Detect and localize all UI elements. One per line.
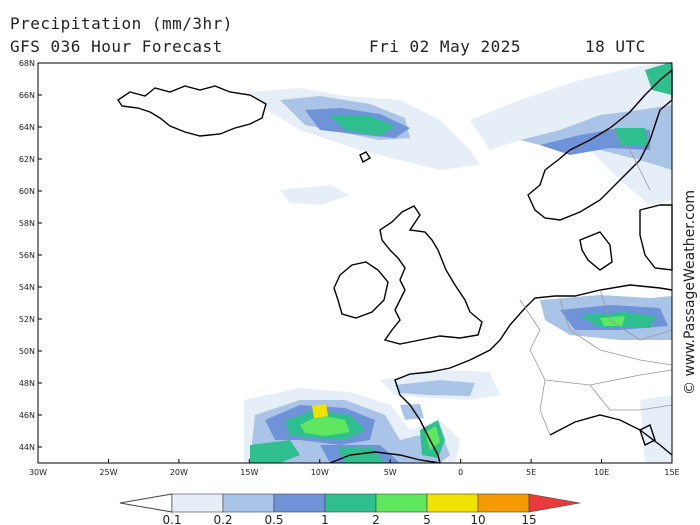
map-frame <box>37 62 673 464</box>
lon-tick-label: 15W <box>240 468 258 477</box>
lon-tick-label: 5E <box>526 468 536 477</box>
precip-area <box>330 116 395 136</box>
legend-swatch <box>324 493 377 513</box>
legend-label: 0.1 <box>162 513 181 525</box>
precip-area <box>645 62 672 95</box>
legend-swatch <box>273 493 326 513</box>
spain-north-coast <box>329 451 441 464</box>
precip-area <box>250 440 300 463</box>
precip-area <box>280 185 350 205</box>
border-line <box>519 299 551 436</box>
precip-layer <box>244 62 672 463</box>
border-line <box>559 299 673 366</box>
lat-tick-label: 60N <box>19 187 35 196</box>
ireland-coast <box>333 261 389 319</box>
legend-label: 5 <box>423 513 431 525</box>
med-coast <box>549 414 673 456</box>
lat-tick-label: 68N <box>19 59 35 68</box>
precip-legend: 0.1 0.2 0.5 1 2 5 10 15 <box>119 493 581 525</box>
legend-low-arrow <box>119 493 173 513</box>
legend-label: 15 <box>521 513 536 525</box>
lat-tick-label: 52N <box>19 315 35 324</box>
legend-swatch <box>222 493 275 513</box>
lat-tick-label: 50N <box>19 347 35 356</box>
legend-swatch <box>528 493 581 513</box>
legend-swatch <box>171 493 224 513</box>
border-line <box>544 369 673 386</box>
precip-area <box>300 415 350 436</box>
precip-area <box>600 316 625 326</box>
lon-tick-label: 5W <box>384 468 397 477</box>
legend-swatch <box>375 493 428 513</box>
sweden-coast <box>639 204 673 271</box>
lat-tick-label: 46N <box>19 411 35 420</box>
border-line <box>599 289 673 341</box>
lon-tick-label: 0 <box>458 468 463 477</box>
forecast-subtitle: GFS 036 Hour Forecast <box>10 37 223 56</box>
precip-area <box>425 426 440 450</box>
precip-area <box>395 380 475 396</box>
precip-area <box>615 128 648 145</box>
iceland-coast <box>117 85 267 137</box>
legend-label: 0.5 <box>264 513 283 525</box>
legend-swatch <box>477 493 530 513</box>
faroe-coast <box>359 151 371 163</box>
lat-tick-label: 54N <box>19 283 35 292</box>
lat-tick-label: 48N <box>19 379 35 388</box>
france-west-coast <box>394 339 501 464</box>
legend-swatch <box>426 493 479 513</box>
map-title: Precipitation (mm/3hr) <box>10 14 233 33</box>
denmark-coast <box>579 231 613 271</box>
lon-tick-label: 10W <box>311 468 329 477</box>
precip-area <box>400 404 424 420</box>
lon-tick-label: 25W <box>99 468 117 477</box>
lat-tick-label: 62N <box>19 155 35 164</box>
border-line <box>589 384 673 411</box>
forecast-date: Fri 02 May 2025 <box>369 37 521 56</box>
lon-tick-label: 15E <box>664 468 679 477</box>
copyright-watermark: © www.PassageWeather.com <box>682 190 698 395</box>
precip-area <box>640 395 672 463</box>
lon-tick-label: 10E <box>594 468 609 477</box>
borders <box>519 127 673 436</box>
legend-label: 1 <box>321 513 329 525</box>
lon-tick-label: 20W <box>170 468 188 477</box>
legend-label: 10 <box>470 513 485 525</box>
continent-coast <box>499 284 673 341</box>
lon-tick-label: 30W <box>29 468 47 477</box>
border-line <box>609 127 651 191</box>
lat-tick-label: 58N <box>19 219 35 228</box>
latitude-axis: 68N 66N 64N 62N 60N 58N 56N 54N 52N 50N 48N 46N 44N <box>19 59 42 452</box>
britain-coast <box>379 205 483 345</box>
lat-tick-label: 66N <box>19 91 35 100</box>
longitude-axis: 30W 25W 20W 15W 10W 5W 0 5E 10E 15E <box>29 459 680 477</box>
lat-tick-label: 44N <box>19 443 35 452</box>
lat-tick-label: 64N <box>19 123 35 132</box>
legend-label: 0.2 <box>213 513 232 525</box>
copyright-text: © www.PassageWeather.com <box>682 190 698 395</box>
lat-tick-label: 56N <box>19 251 35 260</box>
forecast-time: 18 UTC <box>585 37 646 56</box>
precip-area <box>312 404 328 418</box>
legend-label: 2 <box>372 513 380 525</box>
corsica-coast <box>639 424 656 446</box>
